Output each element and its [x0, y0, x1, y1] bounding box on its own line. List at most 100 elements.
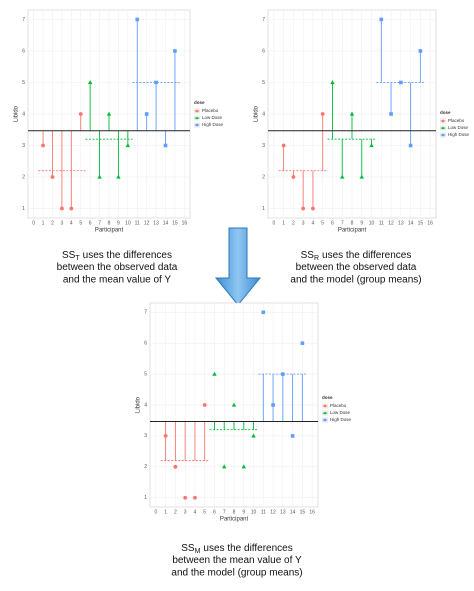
- x-tick-label: 0: [154, 509, 157, 515]
- x-tick-label: 1: [282, 220, 285, 226]
- point: [261, 310, 266, 315]
- point: [60, 206, 64, 211]
- x-tick-label: 7: [98, 220, 101, 226]
- point: [69, 206, 74, 211]
- x-tick-label: 5: [321, 220, 324, 226]
- caption-text: uses the differences: [83, 250, 172, 261]
- legend-marker: [195, 109, 199, 113]
- x-tick-label: 8: [351, 220, 354, 226]
- x-tick-label: 11: [379, 220, 384, 226]
- point: [340, 174, 345, 179]
- point: [41, 143, 45, 148]
- legend-marker: [323, 411, 327, 415]
- x-tick-label: 7: [223, 509, 226, 515]
- y-axis-label: Libido: [14, 105, 20, 122]
- point: [399, 80, 403, 85]
- y-tick-label: 5: [144, 371, 147, 377]
- legend-marker: [441, 119, 445, 123]
- point: [389, 112, 393, 116]
- legend-title: dose: [322, 395, 333, 400]
- point: [349, 111, 355, 116]
- point: [330, 80, 335, 85]
- x-tick-label: 6: [89, 220, 92, 226]
- point: [173, 49, 177, 53]
- x-tick-label: 8: [233, 509, 236, 515]
- y-tick-label: 1: [144, 495, 147, 501]
- x-tick-label: 14: [408, 220, 414, 226]
- y-tick-label: 3: [262, 143, 265, 149]
- y-tick-label: 6: [144, 341, 147, 347]
- caption-symbol: SS: [181, 543, 195, 554]
- x-tick-label: 6: [331, 220, 334, 226]
- x-axis-label: Participant: [338, 228, 367, 234]
- point: [369, 143, 374, 148]
- legend-marker: [323, 404, 327, 408]
- x-tick-label: 10: [251, 509, 257, 515]
- caption-line: and the mean value of Y: [63, 275, 172, 286]
- point: [50, 175, 55, 179]
- x-axis-label: Participant: [95, 228, 124, 234]
- y-tick-label: 2: [144, 464, 147, 470]
- x-tick-label: 6: [213, 509, 216, 515]
- point: [231, 402, 237, 407]
- point: [163, 434, 168, 438]
- y-tick-label: 7: [262, 17, 265, 23]
- point: [193, 495, 197, 500]
- x-tick-label: 3: [61, 220, 64, 226]
- point: [408, 143, 413, 148]
- x-tick-label: 14: [290, 509, 296, 515]
- x-tick-label: 13: [153, 220, 159, 226]
- legend-marker: [195, 116, 199, 120]
- point: [418, 49, 423, 53]
- x-tick-label: 1: [164, 509, 167, 515]
- caption-line: between the mean value of Y: [172, 555, 302, 566]
- legend-label: Low Dose: [202, 115, 223, 120]
- y-tick-label: 6: [22, 48, 25, 54]
- caption-subscript: M: [195, 548, 201, 555]
- x-tick-label: 15: [418, 220, 424, 226]
- x-tick-label: 3: [302, 220, 305, 226]
- y-tick-label: 7: [144, 310, 147, 316]
- x-tick-label: 12: [144, 220, 150, 226]
- y-tick-label: 1: [262, 206, 265, 212]
- caption-symbol: SS: [301, 250, 315, 261]
- x-tick-label: 16: [309, 509, 315, 515]
- point: [144, 112, 149, 116]
- caption-line: and the model (group means): [171, 568, 302, 579]
- point: [271, 403, 275, 407]
- x-tick-label: 16: [427, 220, 433, 226]
- x-tick-label: 3: [184, 509, 187, 515]
- point: [222, 464, 227, 469]
- legend-label: Placebo: [202, 108, 219, 113]
- point: [173, 464, 178, 469]
- x-tick-label: 2: [174, 509, 177, 515]
- x-tick-label: 5: [203, 509, 206, 515]
- x-tick-label: 14: [163, 220, 169, 226]
- x-tick-label: 2: [51, 220, 54, 226]
- x-tick-label: 13: [398, 220, 404, 226]
- x-tick-label: 9: [242, 509, 245, 515]
- y-tick-label: 4: [262, 111, 265, 117]
- y-tick-label: 4: [22, 111, 25, 117]
- legend-marker: [323, 418, 327, 422]
- x-tick-label: 2: [292, 220, 295, 226]
- legend-marker: [441, 126, 445, 130]
- y-tick-label: 3: [144, 433, 147, 439]
- point: [116, 174, 121, 179]
- legend-label: Low Dose: [448, 125, 469, 130]
- x-axis-label: Participant: [220, 517, 249, 523]
- x-tick-label: 8: [108, 220, 111, 226]
- x-tick-label: 0: [272, 220, 275, 226]
- x-tick-label: 9: [360, 220, 363, 226]
- x-tick-label: 13: [280, 509, 286, 515]
- point: [301, 206, 306, 211]
- y-tick-label: 6: [262, 48, 265, 54]
- point: [241, 464, 246, 469]
- legend-label: Placebo: [330, 403, 347, 408]
- point: [97, 174, 102, 179]
- arrow: [214, 227, 262, 306]
- point: [291, 175, 296, 179]
- legend-label: Placebo: [448, 118, 465, 123]
- legend-title: dose: [194, 100, 205, 105]
- legend-marker: [441, 133, 445, 137]
